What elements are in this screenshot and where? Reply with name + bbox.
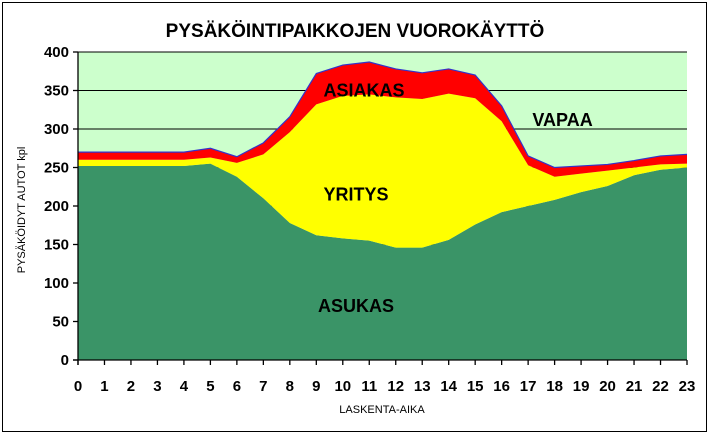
y-tick-label-50: 50 [52, 314, 69, 331]
area-series-asukas [78, 163, 687, 360]
x-tick-label-15: 15 [467, 378, 484, 395]
y-tick-label-300: 300 [44, 121, 69, 138]
x-tick-label-2: 2 [127, 378, 135, 395]
x-tick-label-21: 21 [626, 378, 643, 395]
axes [73, 51, 688, 365]
x-tick-labels: 0 1 2 3 4 5 6 7 8 9 10 11 12 13 14 15 16 17 18 19 20 21 22 23 [74, 378, 696, 395]
y-tick-label-0: 0 [61, 352, 69, 369]
x-tick-label-22: 22 [652, 378, 669, 395]
annotation-asiakas: ASIAKAS [323, 81, 404, 101]
x-tick-label-19: 19 [573, 378, 590, 395]
stack-top-outline [78, 61, 688, 169]
x-tick-label-23: 23 [679, 378, 696, 395]
area-series-asiakas [78, 62, 687, 177]
annotation-yritys: YRITYS [324, 184, 389, 204]
annotation-vapaa: VAPAA [532, 110, 592, 130]
x-tick-label-5: 5 [206, 378, 214, 395]
x-tick-label-11: 11 [361, 378, 377, 395]
x-tick-label-10: 10 [334, 378, 351, 395]
chart-title: PYSÄKÖINTIPAIKKOJEN VUOROKÄYTTÖ [166, 21, 545, 42]
x-tick-label-0: 0 [74, 378, 82, 395]
x-tick-label-1: 1 [100, 378, 108, 395]
y-tick-label-200: 200 [44, 198, 69, 215]
annotation-asukas: ASUKAS [318, 296, 394, 316]
x-tick-label-12: 12 [387, 378, 404, 395]
y-tick-label-250: 250 [44, 160, 69, 177]
x-tick-label-20: 20 [599, 378, 616, 395]
x-tick-label-13: 13 [414, 378, 431, 395]
y-tick-labels: 0 50 100 150 200 250 300 350 400 [44, 44, 69, 369]
x-tick-label-16: 16 [493, 378, 510, 395]
y-tick-label-100: 100 [44, 275, 69, 292]
area-series-yritys [78, 93, 687, 248]
x-tick-label-9: 9 [312, 378, 320, 395]
y-tick-label-400: 400 [44, 44, 69, 61]
x-tick-label-7: 7 [259, 378, 267, 395]
x-axis-label: LASKENTA-AIKA [339, 404, 425, 416]
x-tick-label-6: 6 [233, 378, 241, 395]
x-tick-label-18: 18 [546, 378, 563, 395]
area-series [78, 61, 688, 360]
x-tick-label-14: 14 [440, 378, 457, 395]
y-axis-label: PYSÄKÖIDYT AUTOT kpl [16, 147, 28, 274]
y-tick-label-350: 350 [44, 83, 69, 100]
x-tick-label-3: 3 [153, 378, 161, 395]
x-tick-label-8: 8 [286, 378, 294, 395]
series-annotations: ASUKAS YRITYS ASIAKAS VAPAA [318, 81, 593, 317]
x-tick-label-4: 4 [180, 378, 189, 395]
y-tick-label-150: 150 [44, 237, 69, 254]
x-tick-label-17: 17 [520, 378, 537, 395]
